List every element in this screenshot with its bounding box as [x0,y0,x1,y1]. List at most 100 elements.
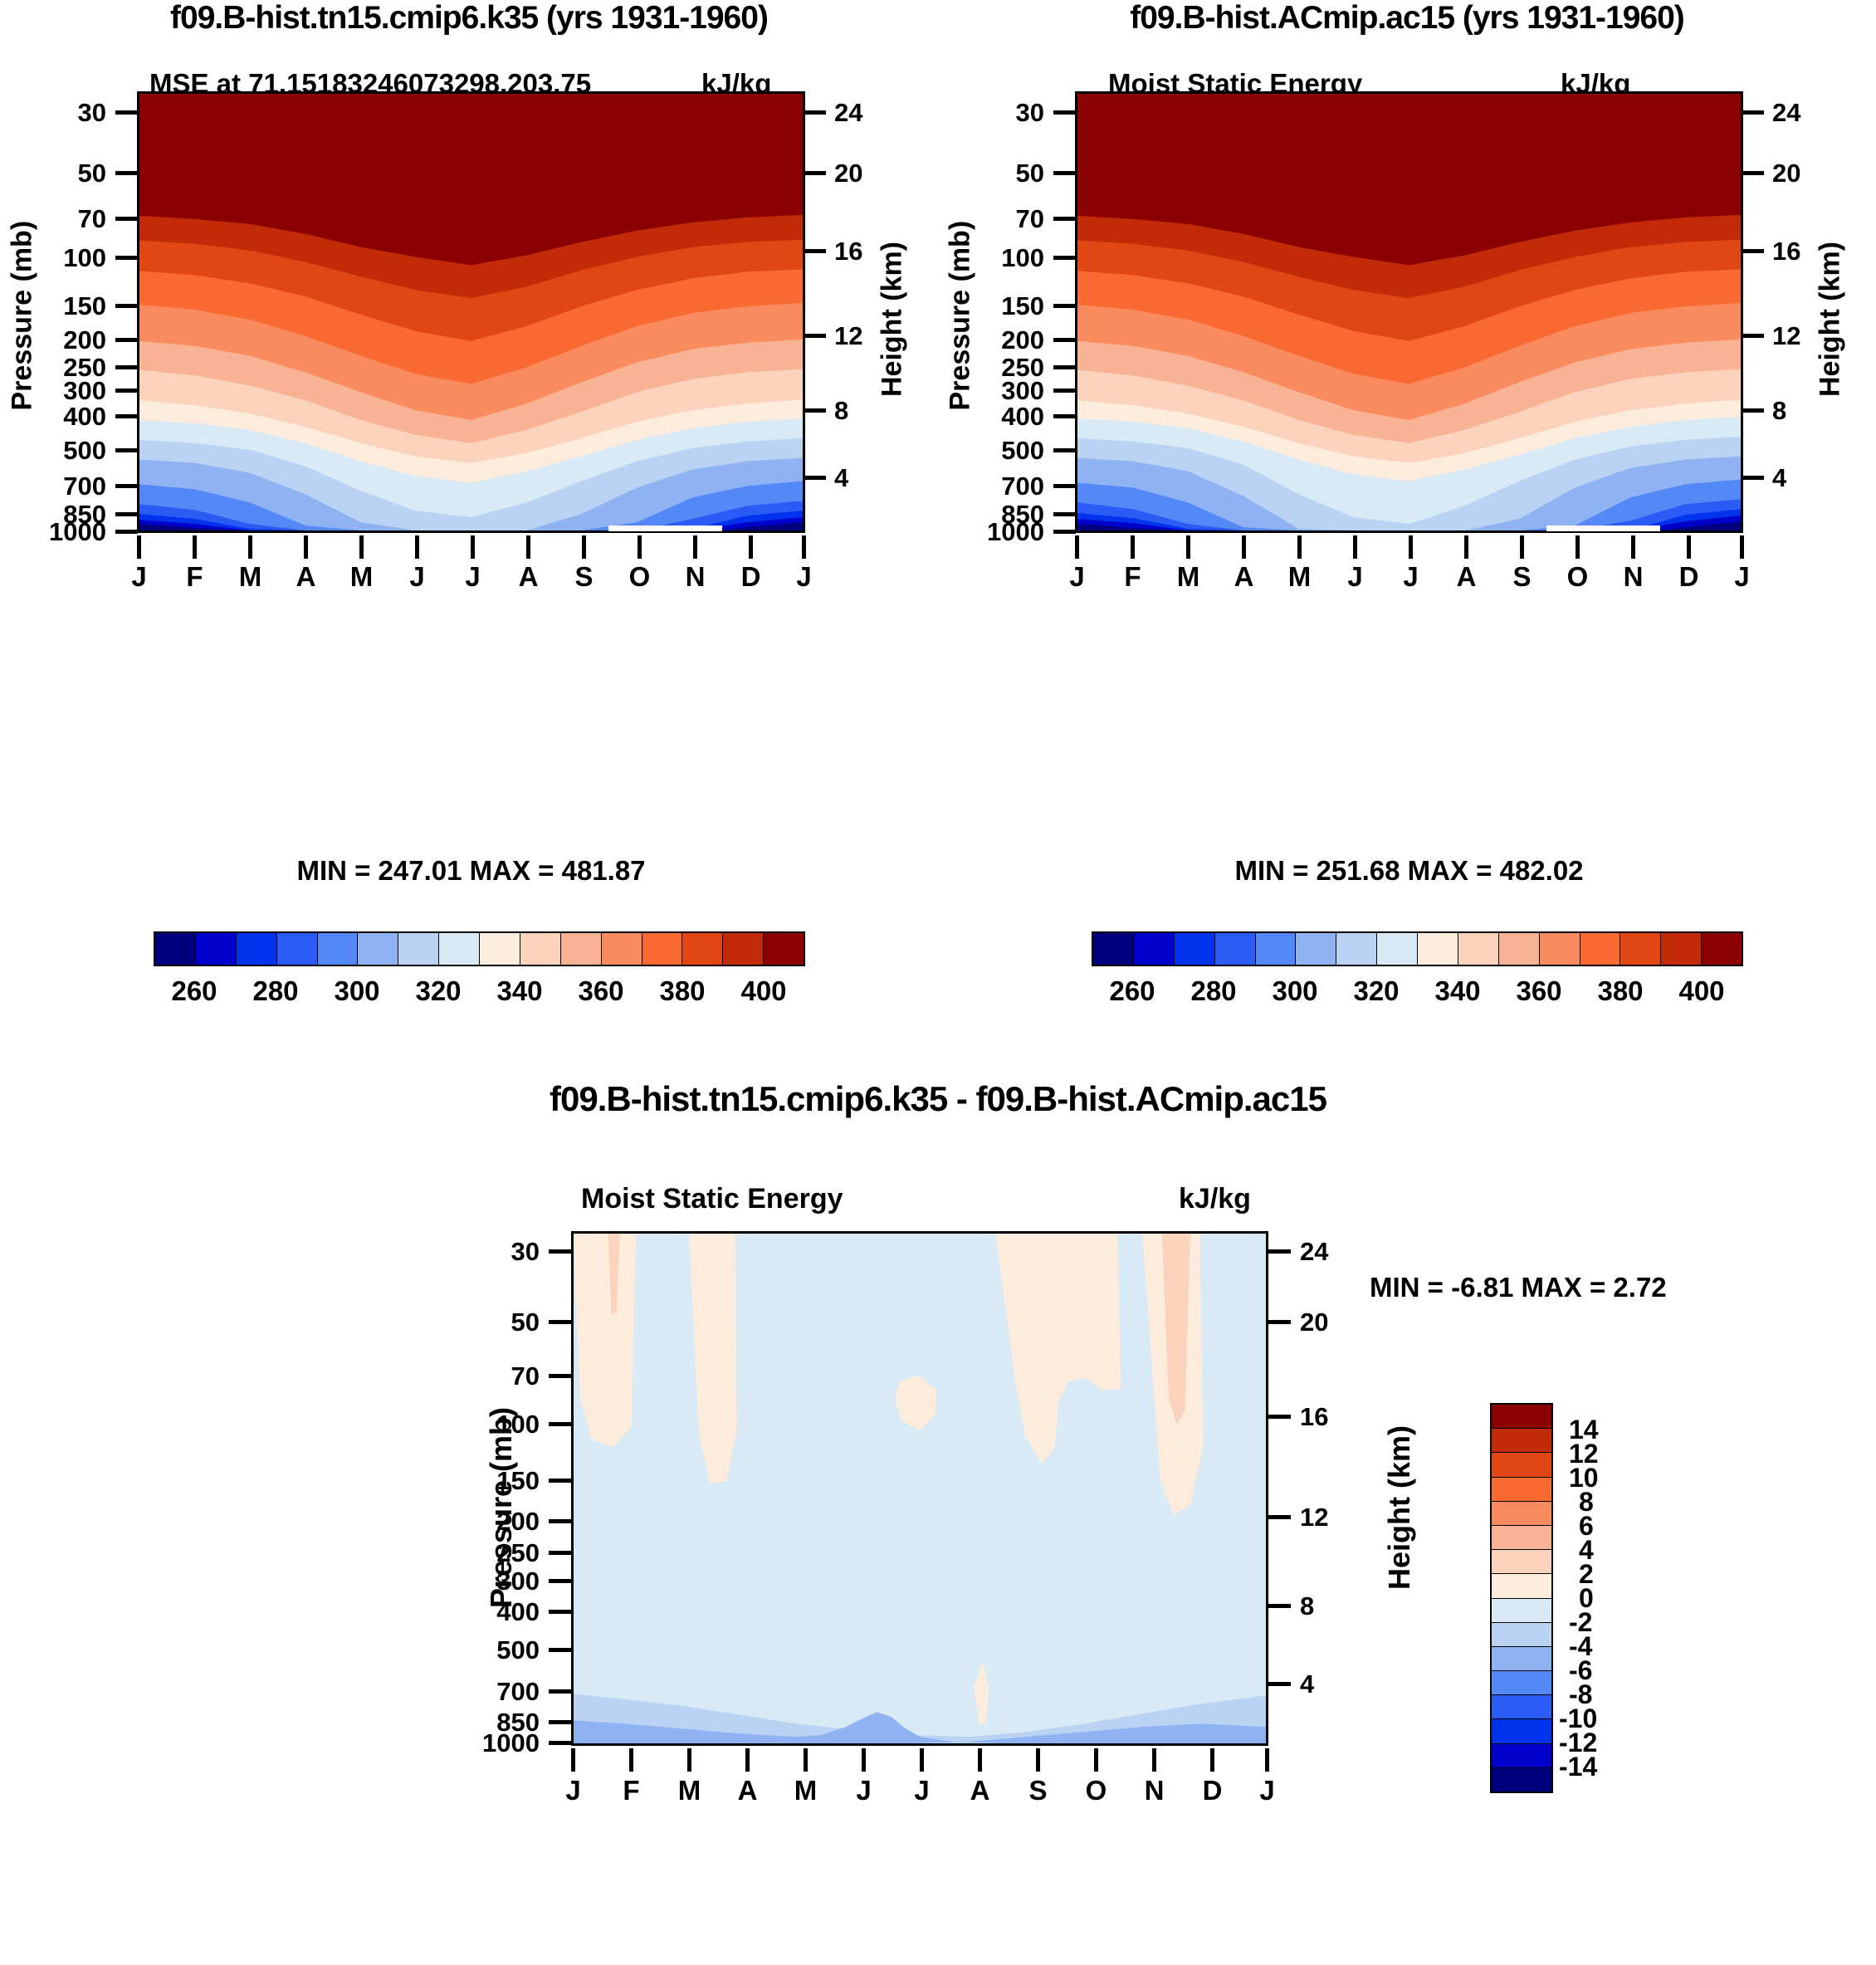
xtick-A1: A [296,561,316,592]
xtick-A1: A [1234,561,1254,592]
y2tick-20: 20 [834,159,863,188]
y2tick-mark [1742,334,1764,338]
ytick-mark [549,1249,571,1254]
cbar-swatch-m14 [1492,1743,1551,1768]
panel-diff-y2label: Height (km) [1382,1425,1416,1590]
cbarv-label-m10: -10 [1559,1703,1598,1733]
ytick-mark [1053,365,1076,369]
cbarv-label-2: 2 [1579,1559,1594,1589]
ytick-500: 500 [63,436,106,465]
y2tick-16: 16 [834,237,863,266]
ytick-mark [1053,448,1076,452]
xtick-mark [304,535,308,559]
panel-diff-subtitle-variable: Moist Static Energy [581,1183,843,1215]
ytick-100: 100 [496,1410,540,1439]
xtick-J4: J [796,561,812,592]
xtick-mark [359,535,364,559]
panel-diff-title: f09.B-hist.tn15.cmip6.k35 - f09.B-hist.A… [550,1079,1327,1118]
y2tick-24: 24 [834,98,863,127]
panel-diff-plot-area[interactable] [571,1231,1268,1746]
y2tick-20: 20 [1772,159,1801,188]
xtick-mark [978,1748,982,1772]
xtick-mark [1740,535,1744,559]
ytick-100: 100 [63,243,106,272]
ytick-200: 200 [63,325,106,354]
cbar-swatch-14 [723,933,765,965]
panel-left-plot-area[interactable] [137,91,805,533]
cbar-swatch-11 [601,933,642,965]
xtick-J4: J [1734,561,1750,592]
ytick-250: 250 [496,1538,540,1567]
cbar-label-300: 300 [1272,975,1318,1006]
cbar-swatch-6 [1492,1501,1551,1526]
xtick-mark [1210,1748,1214,1772]
xtick-mark [1464,535,1468,559]
ytick-30: 30 [511,1237,540,1266]
y2tick-mark [1742,110,1764,115]
xtick-J3: J [914,1775,930,1806]
ytick-mark [1053,171,1076,175]
y2tick-mark [1268,1682,1291,1686]
y2tick-mark [1268,1249,1291,1254]
ytick-mark [549,1689,571,1694]
cbar-swatch-0 [1492,1574,1551,1599]
xtick-N: N [1623,561,1644,592]
ytick-50: 50 [77,159,106,188]
ytick-700: 700 [1001,472,1044,501]
ytick-mark [549,1519,571,1523]
y2tick-mark [1268,1604,1291,1608]
y2tick-mark [1268,1320,1291,1324]
xtick-J2: J [409,561,425,592]
xtick-D: D [1202,1775,1223,1806]
cbar-swatch-4 [1255,933,1297,965]
xtick-F: F [623,1775,640,1806]
ytick-mark [115,217,138,221]
panel-left-title: f09.B-hist.tn15.cmip6.k35 (yrs 1931-1960… [170,0,769,36]
ytick-150: 150 [1001,291,1044,320]
cbar-swatch-9 [1458,933,1499,965]
ytick-mark [549,1320,571,1324]
xtick-mark [920,1748,924,1772]
ytick-mark [1053,256,1076,260]
ytick-mark [115,414,138,418]
cbar-label-260: 260 [171,975,217,1006]
xtick-mark [193,535,197,559]
y2tick-12: 12 [834,321,863,350]
y2tick-mark [1742,408,1764,413]
panel-diff-contours [574,1234,1266,1743]
panel-diff-minmax: MIN = -6.81 MAX = 2.72 [1370,1272,1667,1303]
panel-left-colorbar[interactable] [154,931,805,966]
ytick-300: 300 [496,1567,540,1596]
cbar-label-340: 340 [1434,975,1481,1006]
panel-diff-colorbar[interactable] [1490,1403,1553,1793]
ytick-mark [115,338,138,342]
y2tick-24: 24 [1300,1237,1329,1266]
panel-right: f09.B-hist.ACmip.ac15 (yrs 1931-1960) Mo… [938,0,1876,1021]
ytick-700: 700 [63,472,106,501]
panel-right-minmax: MIN = 251.68 MAX = 482.02 [1234,855,1584,886]
xtick-F: F [1124,561,1141,592]
panel-right-plot-area[interactable] [1075,91,1743,533]
panel-right-colorbar[interactable] [1092,931,1743,966]
xtick-J3: J [465,561,481,592]
xtick-mark [1297,535,1302,559]
ytick-1000: 1000 [482,1728,540,1757]
xtick-mark [1687,535,1691,559]
ytick-mark [115,512,138,516]
y2tick-mark [804,171,826,175]
ytick-mark [549,1579,571,1583]
cbar-swatch-6 [398,933,440,965]
xtick-D: D [740,561,761,592]
ytick-mark [549,1422,571,1426]
cbar-label-380: 380 [1597,975,1644,1006]
cbar-label-280: 280 [252,975,299,1006]
cbar-swatch-m16 [1492,1767,1551,1791]
xtick-mark [1036,1748,1040,1772]
cbar-swatch-7 [1377,933,1418,965]
cbar-swatch-m10 [1492,1695,1551,1720]
cbar-swatch-10 [1498,933,1540,965]
xtick-mark [745,1748,750,1772]
xtick-S: S [574,561,594,592]
xtick-S: S [1028,1775,1048,1806]
cbar-swatch-m4 [1492,1622,1551,1647]
